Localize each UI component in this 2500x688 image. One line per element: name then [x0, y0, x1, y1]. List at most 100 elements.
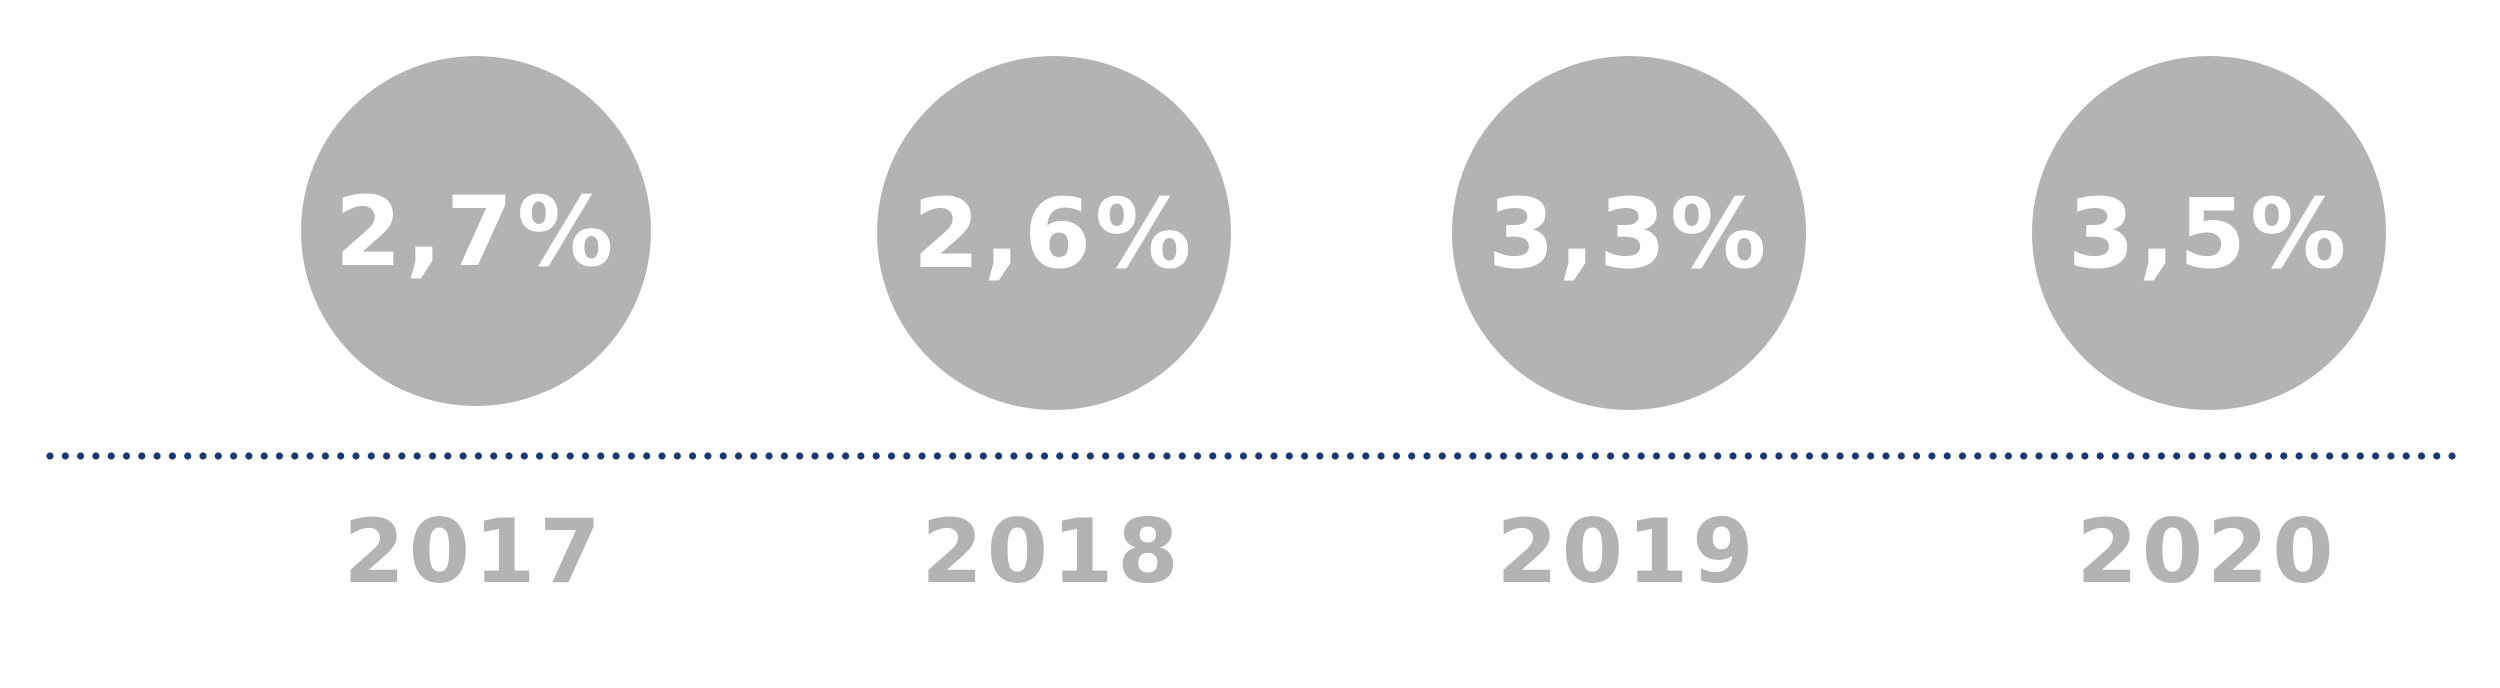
timeline-dot [1148, 452, 1156, 460]
timeline-dot [214, 452, 222, 460]
timeline-dot [1652, 452, 1661, 460]
timeline-dot [887, 452, 896, 460]
timeline-dot [1362, 452, 1370, 460]
timeline-dot [1178, 452, 1186, 460]
value-circle [877, 56, 1231, 410]
timeline-dot [1331, 452, 1339, 460]
timeline-dot [979, 452, 987, 460]
timeline-dot [275, 452, 284, 460]
timeline-dot [260, 452, 268, 460]
timeline-marker: 3,5% 2020 [2032, 56, 2386, 603]
timeline-dot [1576, 452, 1584, 460]
timeline-dot [1744, 452, 1752, 460]
timeline-dot [490, 452, 498, 460]
timeline-dot [1163, 452, 1171, 460]
timeline-dot [2157, 452, 2165, 460]
timeline-dot [2203, 452, 2211, 460]
timeline-dot [1392, 452, 1400, 460]
timeline-dot [1591, 452, 1599, 460]
value-circle [301, 56, 651, 406]
timeline-dot [689, 452, 697, 460]
timeline-dotted-line [46, 452, 2456, 460]
timeline-dot [459, 452, 467, 460]
timeline-dot [184, 452, 192, 460]
timeline-dot [1438, 452, 1446, 460]
timeline-dot [1851, 452, 1859, 460]
timeline-dot [520, 452, 528, 460]
timeline-dot [2081, 452, 2089, 460]
timeline-dot [2066, 452, 2074, 460]
timeline-dot [367, 452, 375, 460]
timeline-dot [107, 452, 115, 460]
timeline-dot [1683, 452, 1691, 460]
timeline-dot [77, 452, 85, 460]
timeline-dot [704, 452, 712, 460]
timeline-dot [1943, 452, 1951, 460]
timeline-dot [1285, 452, 1293, 460]
timeline-dot [92, 452, 100, 460]
timeline-dot [1025, 452, 1033, 460]
timeline-dot [1913, 452, 1921, 460]
timeline-dot [321, 452, 329, 460]
timeline-dot [291, 452, 299, 460]
timeline-dot [643, 452, 651, 460]
timeline-dot [153, 452, 161, 460]
timeline-dot [1729, 452, 1737, 460]
timeline-dot [734, 452, 743, 460]
year-label: 2020 [2077, 500, 2338, 603]
timeline-dot [597, 452, 605, 460]
timeline-dot [1346, 452, 1355, 460]
timeline-dot [1040, 452, 1049, 460]
timeline-dot [1499, 452, 1508, 460]
timeline-dot [1607, 452, 1615, 460]
timeline-dot [413, 452, 421, 460]
timeline-dot [2020, 452, 2028, 460]
timeline-dot [1805, 452, 1814, 460]
timeline-dot [2295, 452, 2303, 460]
timeline-dot [658, 452, 666, 460]
timeline-dot [857, 452, 865, 460]
timeline-dot [1760, 452, 1768, 460]
timeline-dot [1882, 452, 1890, 460]
timeline-dot [627, 452, 636, 460]
timeline-dot [168, 452, 176, 460]
timeline-dot [122, 452, 131, 460]
timeline-dot [1821, 452, 1829, 460]
timeline-dot [1836, 452, 1844, 460]
timeline-dot [61, 452, 69, 460]
timeline-dot [46, 452, 54, 460]
timeline-dot [2264, 452, 2273, 460]
value-circle [2032, 56, 2386, 410]
timeline-dot [811, 452, 819, 460]
timeline-dot [566, 452, 574, 460]
timeline-dot [428, 452, 437, 460]
timeline-dot [1270, 452, 1278, 460]
timeline-dot [2234, 452, 2242, 460]
timeline-dot [306, 452, 314, 460]
timeline-dot [2387, 452, 2395, 460]
timeline-dot [1056, 452, 1064, 460]
timeline-dot [949, 452, 957, 460]
timeline-dot [2219, 452, 2227, 460]
timeline-dot [842, 452, 850, 460]
timeline-dot [1958, 452, 1967, 460]
timeline-dot [2417, 452, 2426, 460]
timeline-dot [1255, 452, 1263, 460]
timeline-marker: 2,6% 2018 [877, 56, 1231, 603]
timeline-dot [1668, 452, 1676, 460]
year-label: 2017 [344, 500, 605, 603]
timeline-dot [1224, 452, 1232, 460]
timeline-dot [872, 452, 880, 460]
timeline-dot [352, 452, 360, 460]
timeline-marker: 2,7% 2017 [301, 56, 651, 603]
timeline-dot [505, 452, 513, 460]
timeline-dot [1454, 452, 1462, 460]
timeline-dot [2310, 452, 2318, 460]
timeline-dot [719, 452, 727, 460]
timeline-dot [1316, 452, 1324, 460]
timeline-dot [2127, 452, 2135, 460]
timeline-dot [1469, 452, 1477, 460]
timeline-dot [230, 452, 238, 460]
timeline-dot [1071, 452, 1079, 460]
